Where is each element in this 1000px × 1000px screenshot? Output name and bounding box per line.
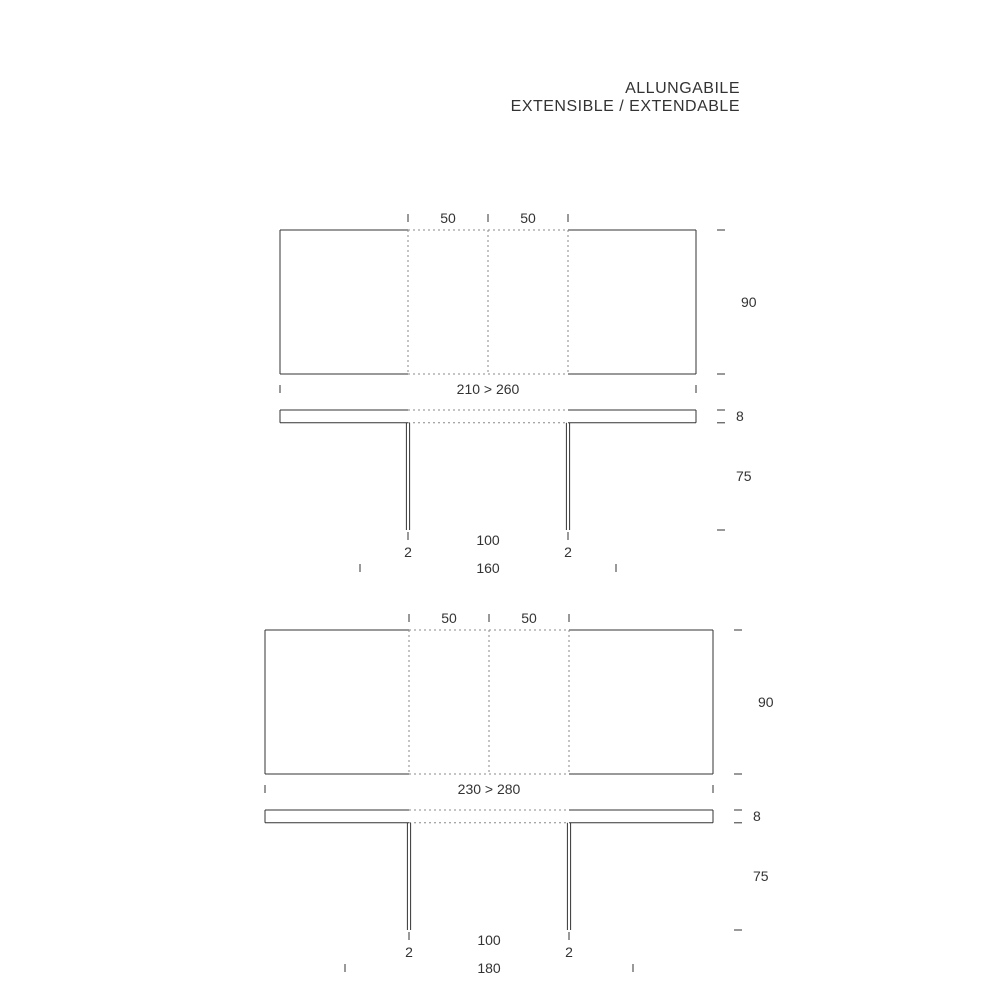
base-span-label: 160 xyxy=(476,560,499,576)
ext-section-label: 50 xyxy=(520,210,536,226)
ext-section-label: 50 xyxy=(440,210,456,226)
base-span-label: 180 xyxy=(477,960,500,976)
leg-w-label: 2 xyxy=(564,544,572,560)
depth-label: 90 xyxy=(741,294,757,310)
height-label: 75 xyxy=(753,868,769,884)
leg-span-label: 100 xyxy=(477,932,500,948)
leg-w-label: 2 xyxy=(405,944,413,960)
width-label: 230 > 280 xyxy=(458,781,521,797)
width-label: 210 > 260 xyxy=(457,381,520,397)
depth-label: 90 xyxy=(758,694,774,710)
leg-w-label: 2 xyxy=(404,544,412,560)
thk-label: 8 xyxy=(736,408,744,424)
leg-w-label: 2 xyxy=(565,944,573,960)
ext-section-label: 50 xyxy=(521,610,537,626)
leg-span-label: 100 xyxy=(476,532,499,548)
ext-section-label: 50 xyxy=(441,610,457,626)
thk-label: 8 xyxy=(753,808,761,824)
diagram-canvas xyxy=(0,0,1000,1000)
height-label: 75 xyxy=(736,468,752,484)
